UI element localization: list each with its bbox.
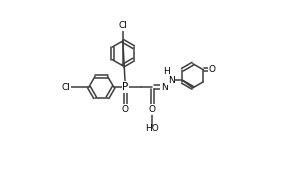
Text: HO: HO <box>145 124 159 133</box>
Text: H: H <box>163 67 169 76</box>
Text: N: N <box>168 76 175 85</box>
Text: Cl: Cl <box>61 82 70 92</box>
Text: P: P <box>122 82 129 92</box>
Text: Cl: Cl <box>118 21 127 30</box>
Text: O: O <box>149 105 156 114</box>
Text: N: N <box>161 82 168 92</box>
Text: O: O <box>122 105 129 114</box>
Text: O: O <box>209 65 216 74</box>
